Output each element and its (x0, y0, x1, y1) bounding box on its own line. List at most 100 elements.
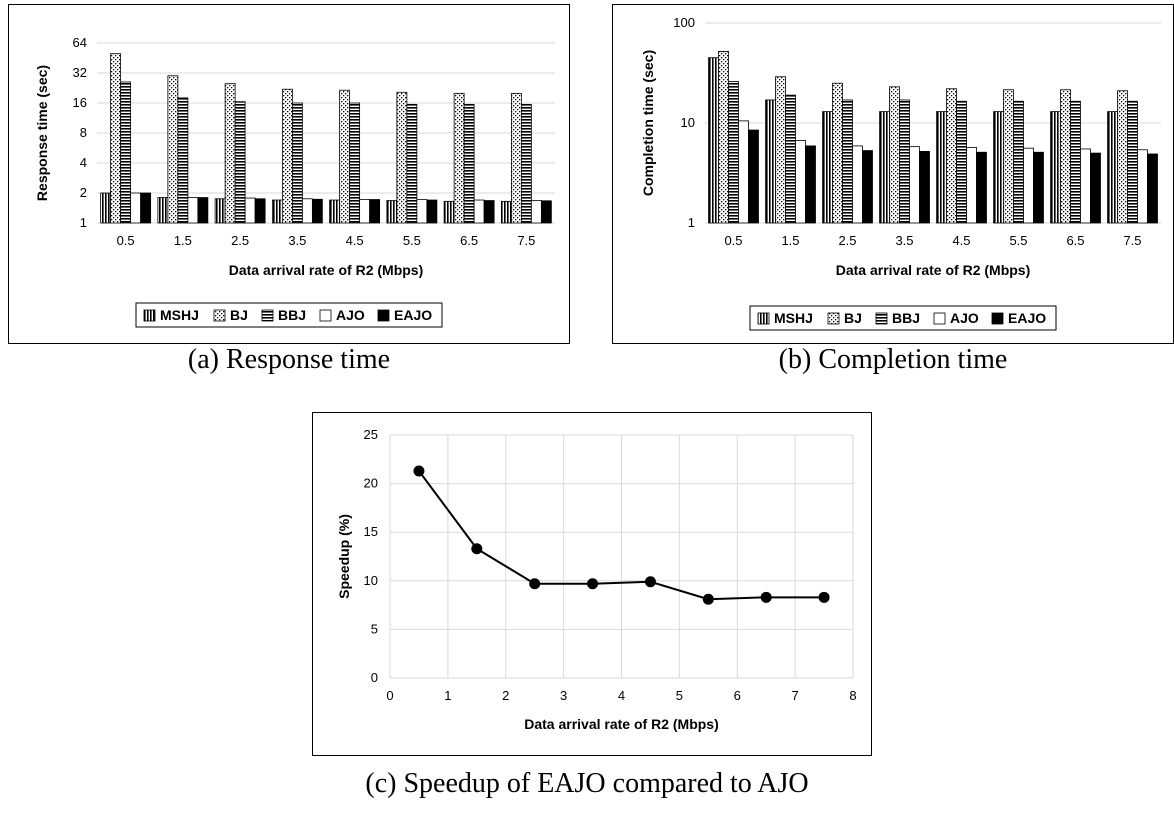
bar-bj (281, 88, 293, 224)
data-point (413, 465, 425, 477)
bar-eajo (1090, 152, 1101, 224)
legend-swatch-ajo (319, 309, 332, 322)
legend-label-eajo: EAJO (1008, 310, 1046, 326)
x-tick-label: 2.5 (231, 233, 249, 248)
y-tick-label: 10 (681, 115, 695, 130)
bar-ajo (244, 197, 256, 224)
data-point (587, 578, 599, 590)
x-tick-label: 0 (386, 688, 393, 703)
x-tick-label: 6 (734, 688, 741, 703)
legend-label-ajo: AJO (336, 307, 365, 323)
y-tick-label: 20 (364, 476, 378, 491)
y-tick-label: 1 (80, 215, 87, 230)
bar-ajo (187, 197, 199, 224)
bar-ajo (301, 198, 313, 224)
x-tick-label: 4.5 (952, 233, 970, 248)
bar-bbj (842, 99, 853, 224)
y-axis-title: Response time (sec) (34, 65, 50, 201)
bar-bj (396, 91, 408, 224)
bar-eajo (540, 200, 552, 224)
bar-bj (167, 75, 179, 224)
bar-ajo (530, 200, 542, 224)
y-axis-title: Speedup (%) (336, 514, 352, 599)
bar-bbj (956, 100, 967, 224)
bar-mshj (386, 200, 398, 224)
bar-mshj (936, 111, 947, 224)
bar-eajo (976, 151, 987, 224)
y-tick-label: 15 (364, 524, 378, 539)
x-tick-label: 1 (444, 688, 451, 703)
bar-mshj (708, 57, 719, 224)
bar-mshj (765, 99, 776, 224)
bar-eajo (1147, 153, 1158, 224)
legend-label-mshj: MSHJ (160, 307, 199, 323)
bar-bbj (1127, 100, 1138, 224)
bar-mshj (443, 200, 455, 224)
bar-bj (718, 50, 729, 224)
data-point (702, 593, 714, 605)
y-tick-label: 25 (364, 427, 378, 442)
completion-time-chart: 1 10 100 0.5 1.5 2.5 3.5 4.5 5.5 6.5 7.5 Data arriv… (640, 15, 1161, 331)
x-axis-title: Data arrival rate of R2 (Mbps) (836, 262, 1031, 278)
x-tick-label: 5 (676, 688, 683, 703)
bar-mshj (500, 200, 512, 224)
y-tick-label: 2 (80, 185, 87, 200)
bar-eajo (1033, 151, 1044, 224)
bar-ajo (966, 147, 977, 224)
x-tick-label: 3.5 (895, 233, 913, 248)
bar-bj (946, 88, 957, 224)
data-point (818, 591, 830, 603)
y-tick-label: 32 (73, 65, 87, 80)
bar-bbj (349, 102, 361, 224)
x-tick-label: 4 (618, 688, 625, 703)
bar-eajo (426, 199, 438, 224)
x-axis-title: Data arrival rate of R2 (Mbps) (229, 262, 424, 278)
bar-mshj (879, 111, 890, 224)
x-tick-label: 5.5 (403, 233, 421, 248)
bar-ajo (473, 199, 485, 224)
legend-swatch-eajo (377, 309, 390, 322)
x-axis-title: Data arrival rate of R2 (Mbps) (524, 716, 719, 732)
bar-bj (339, 89, 351, 224)
bar-eajo (919, 150, 930, 224)
x-tick-label: 7.5 (517, 233, 535, 248)
speedup-line (418, 470, 825, 601)
bar-ajo (1023, 147, 1034, 224)
x-tick-label: 1.5 (174, 233, 192, 248)
bar-bbj (728, 81, 739, 224)
y-tick-label: 4 (80, 155, 87, 170)
bar-eajo (197, 197, 209, 224)
y-tick-label: 5 (371, 621, 378, 636)
y-tick-label: 16 (73, 95, 87, 110)
legend-swatch-eajo (991, 312, 1004, 325)
legend-swatch-bj (213, 309, 226, 322)
bar-bj (110, 53, 122, 224)
bar-bj (775, 76, 786, 224)
speedup-chart: 0 5 10 15 20 25 0 1 2 3 4 5 6 7 8 Data arrival rate of … (336, 427, 857, 732)
x-tick-label: 3.5 (288, 233, 306, 248)
speedup-caption: (c) Speedup of EAJO compared to AJO (365, 768, 809, 799)
y-tick-label: 1 (688, 215, 695, 230)
legend-label-mshj: MSHJ (774, 310, 813, 326)
x-tick-label: 3 (560, 688, 567, 703)
bar-eajo (805, 145, 816, 224)
bar-eajo (748, 129, 759, 224)
data-point (644, 576, 656, 588)
x-tick-label: 7 (792, 688, 799, 703)
bar-eajo (862, 150, 873, 224)
bar-ajo (1137, 149, 1148, 224)
bar-bbj (234, 101, 246, 224)
bar-ajo (852, 145, 863, 224)
bar-mshj (329, 199, 341, 224)
data-point (760, 591, 772, 603)
response-time-chart: 1 2 4 8 16 32 64 0.5 1.5 2.5 3.5 4.5 5.5 6.5 7.5 Data a… (34, 35, 555, 328)
legend-box (749, 305, 1057, 331)
bar-mshj (993, 111, 1004, 224)
bar-ajo (130, 192, 142, 224)
speedup-chart-panel: 0 5 10 15 20 25 0 1 2 3 4 5 6 7 8 Data arrival rate of … (312, 412, 872, 756)
bar-bj (1003, 89, 1014, 224)
bar-ajo (1080, 148, 1091, 224)
x-tick-label: 8 (849, 688, 856, 703)
legend-swatch-mshj (757, 312, 770, 325)
x-tick-label: 6.5 (460, 233, 478, 248)
